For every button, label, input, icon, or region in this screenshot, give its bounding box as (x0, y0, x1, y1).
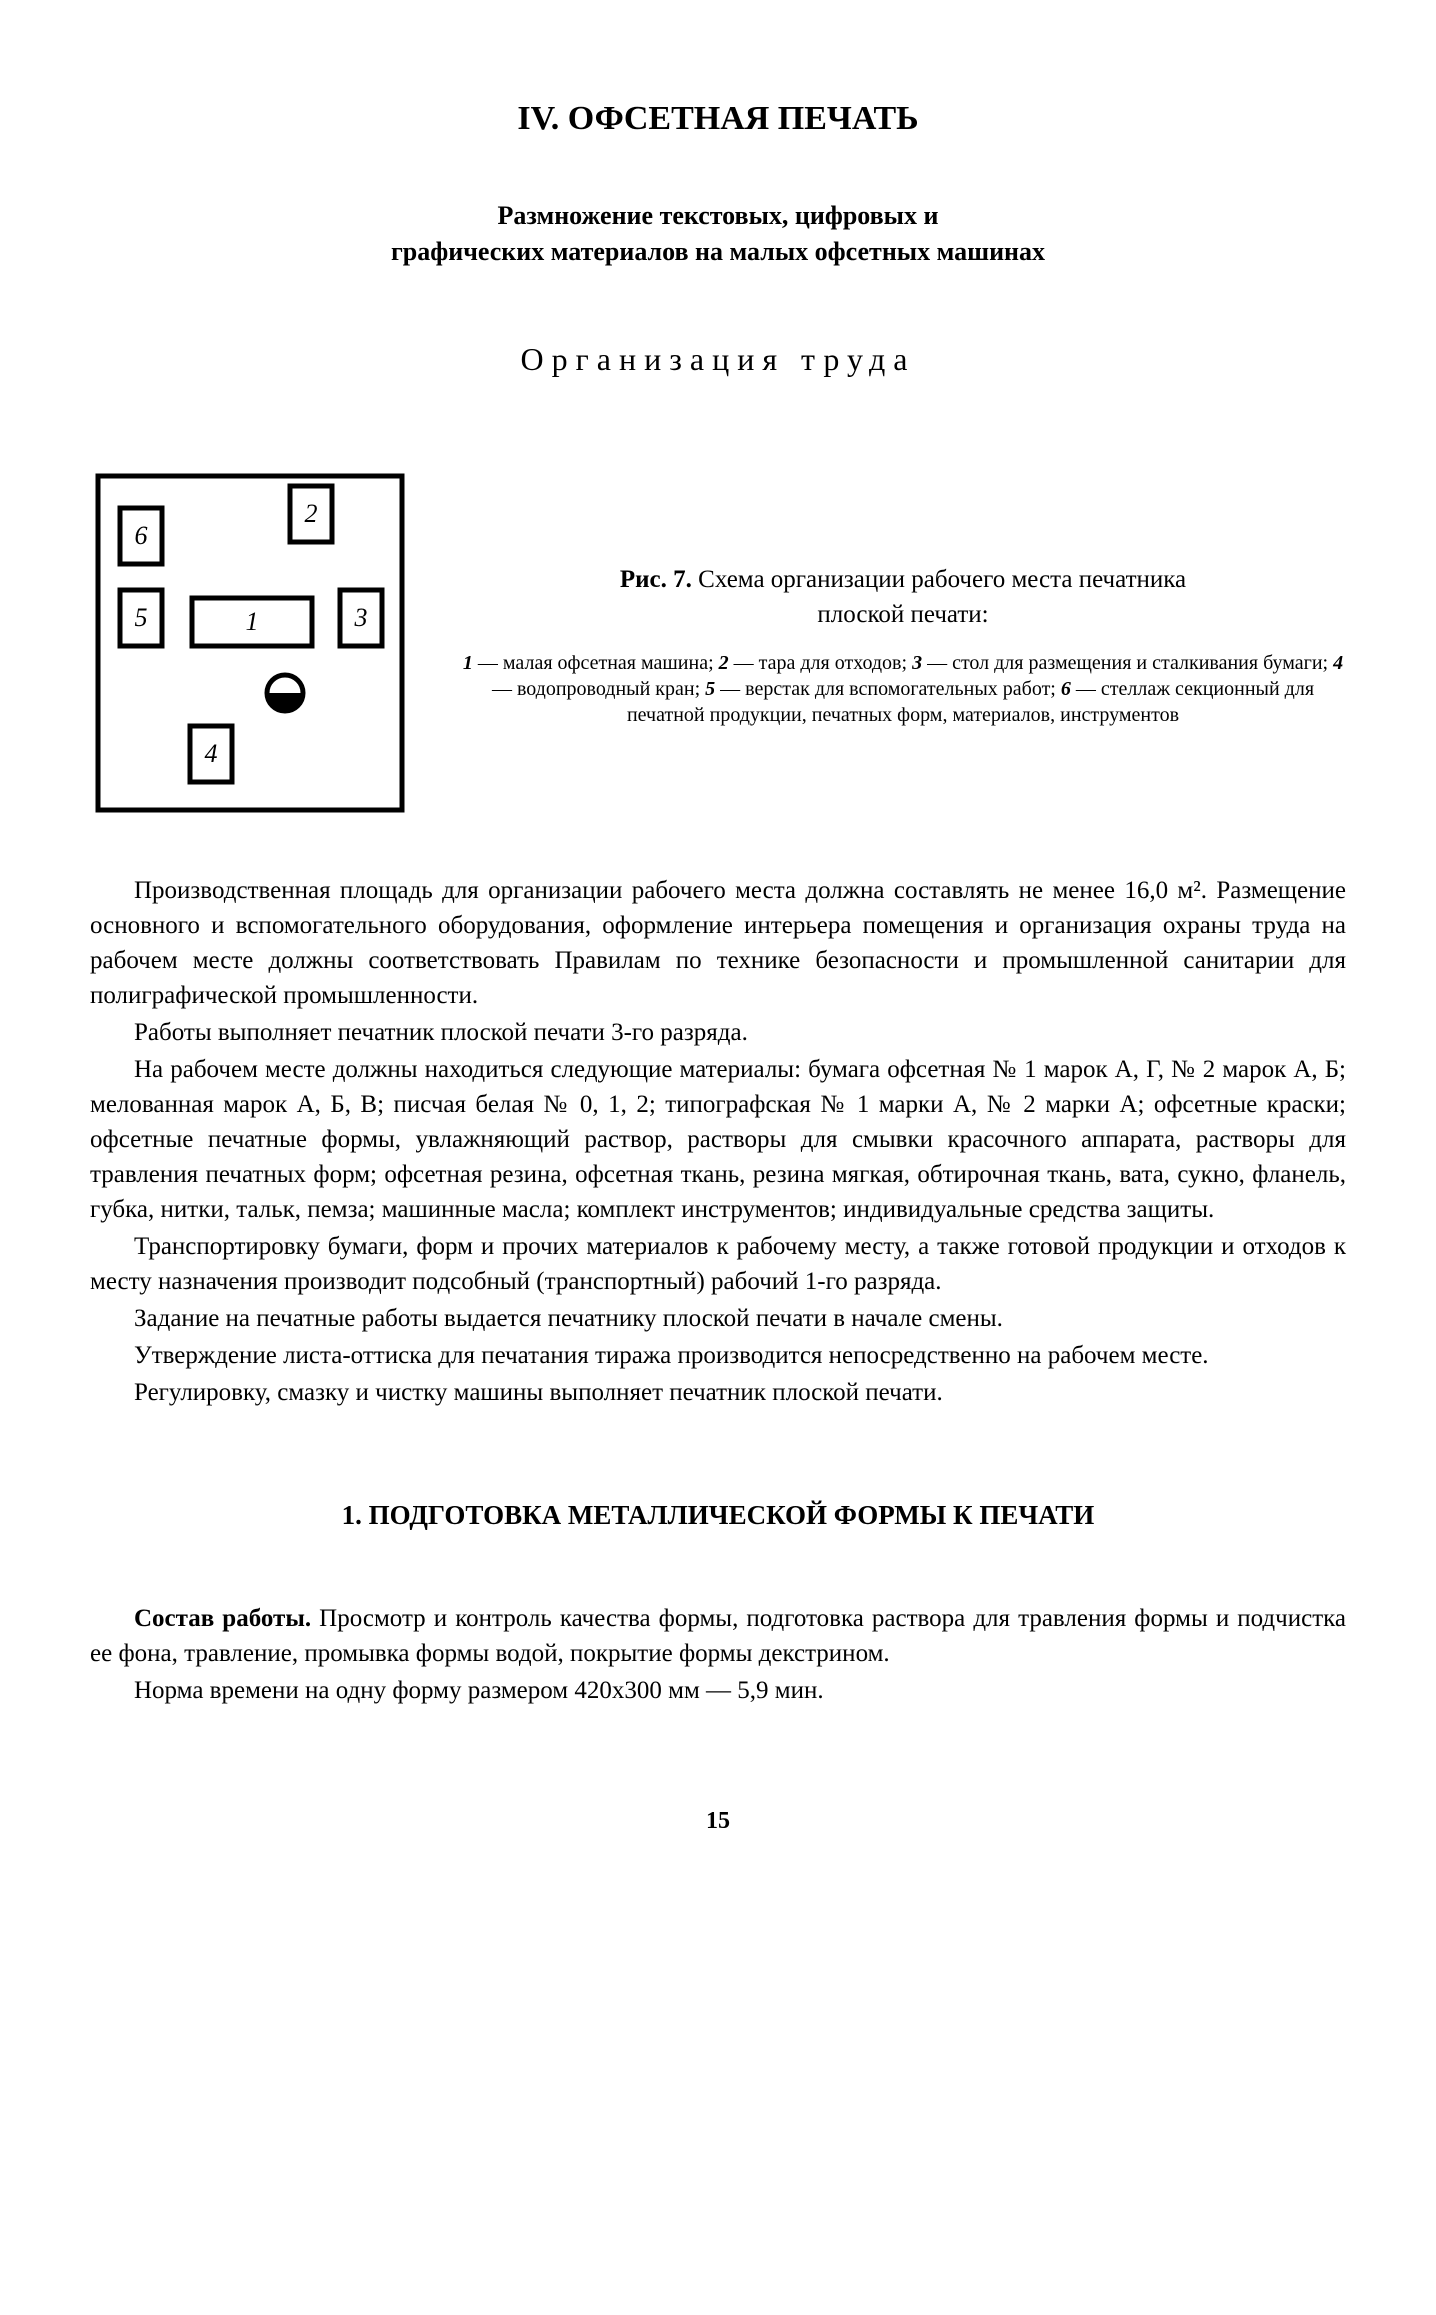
paragraph: Производственная площадь для организации… (90, 873, 1346, 1013)
paragraph: Задание на печатные работы выдается печа… (90, 1301, 1346, 1336)
svg-text:4: 4 (205, 739, 218, 768)
page-number: 15 (90, 1808, 1346, 1835)
figure-caption-text-1: Схема организации рабочего места печатни… (692, 566, 1186, 593)
section-subtitle: Размножение текстовых, цифровых и графич… (90, 198, 1346, 271)
paragraph: Регулировку, смазку и чистку машины выпо… (90, 1375, 1346, 1410)
svg-text:2: 2 (305, 499, 318, 528)
section-1-body: Состав работы. Просмотр и контроль качес… (90, 1601, 1346, 1708)
figure-legend: 1 — малая офсетная машина; 2 — тара для … (460, 650, 1346, 728)
body-text: Производственная площадь для организации… (90, 873, 1346, 1410)
paragraph: Транспортировку бумаги, форм и прочих ма… (90, 1229, 1346, 1299)
svg-text:5: 5 (135, 603, 148, 632)
subtitle-line-2: графических материалов на малых офсетных… (391, 237, 1045, 266)
figure-text: Рис. 7. Схема организации рабочего места… (460, 562, 1346, 728)
svg-text:1: 1 (246, 607, 259, 636)
figure-caption-text-2: плоской печати: (817, 601, 988, 628)
chapter-title: IV. ОФСЕТНАЯ ПЕЧАТЬ (90, 100, 1346, 138)
svg-text:3: 3 (354, 603, 368, 632)
figure-caption-label: Рис. 7. (620, 566, 692, 593)
section-1-norm: Норма времени на одну форму размером 420… (90, 1673, 1346, 1708)
figure-diagram: 6 2 5 1 3 4 (90, 468, 410, 823)
paragraph: На рабочем месте должны находиться следу… (90, 1052, 1346, 1227)
figure-row: 6 2 5 1 3 4 Рис. 7. Схема организации рабочег… (90, 468, 1346, 823)
section-1-composition: Состав работы. Просмотр и контроль качес… (90, 1601, 1346, 1671)
figure-caption: Рис. 7. Схема организации рабочего места… (460, 562, 1346, 632)
paragraph: Работы выполняет печатник плоской печати… (90, 1015, 1346, 1050)
paragraph: Утверждение листа-оттиска для печатания … (90, 1338, 1346, 1373)
section-1-title: 1. ПОДГОТОВКА МЕТАЛЛИЧЕСКОЙ ФОРМЫ К ПЕЧА… (90, 1500, 1346, 1531)
subtitle-line-1: Размножение текстовых, цифровых и (498, 201, 939, 230)
svg-text:6: 6 (135, 521, 148, 550)
section-heading: Организация труда (90, 341, 1346, 378)
workplace-schema-diagram: 6 2 5 1 3 4 (90, 468, 410, 818)
composition-label: Состав работы. (134, 1605, 311, 1632)
